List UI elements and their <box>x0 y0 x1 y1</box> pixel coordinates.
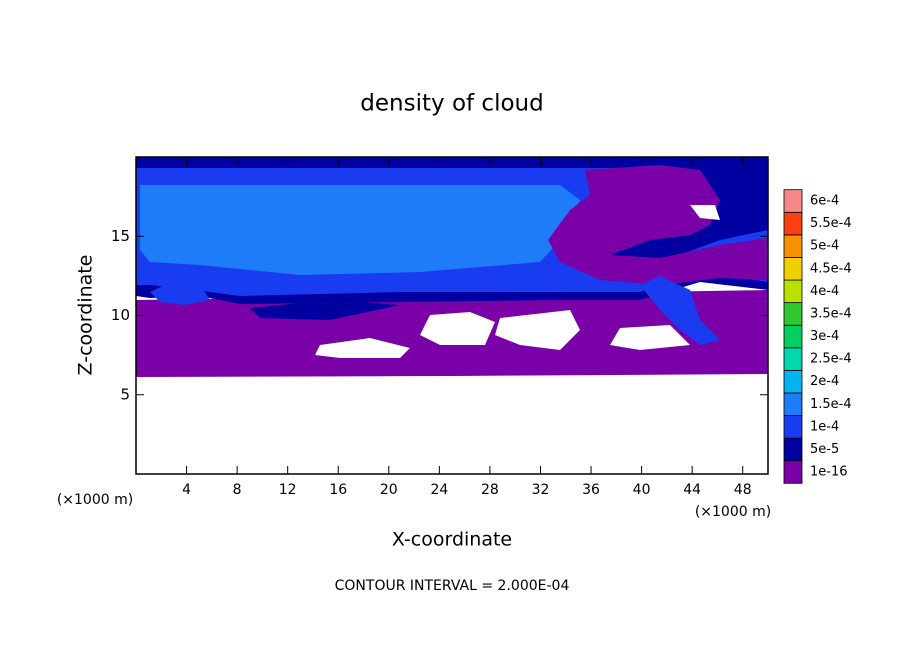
annotation: CONTOUR INTERVAL = 2.000E-04 <box>335 578 570 594</box>
x-tick-label: 24 <box>430 482 448 498</box>
x-tick-label: 28 <box>481 482 499 498</box>
contour-region <box>250 300 400 320</box>
x-tick-label: 40 <box>633 482 651 498</box>
colorbar-label: 5.5e-4 <box>810 216 852 231</box>
contour-region <box>150 280 210 305</box>
colorbar-label: 6e-4 <box>810 194 839 209</box>
x-unit-label: (×1000 m) <box>695 504 771 520</box>
colorbar-box <box>783 392 803 416</box>
colorbar-box <box>783 369 803 394</box>
y-tick-label: 5 <box>120 385 130 403</box>
colorbar-box <box>783 257 803 281</box>
y-axis-label: Z-coordinate <box>75 255 97 376</box>
colorbar-box <box>783 460 803 484</box>
x-tick-label: 36 <box>582 482 600 498</box>
x-tick-label: 20 <box>380 482 398 498</box>
colorbar-box <box>783 211 803 236</box>
x-tick-label: 32 <box>532 482 550 498</box>
colorbar-box <box>783 234 803 258</box>
y-tick-label: 15 <box>111 227 130 245</box>
colorbar-box <box>783 302 803 326</box>
contour-region <box>640 276 720 345</box>
colorbar-label: 1e-16 <box>810 465 848 480</box>
colorbar-box <box>783 347 803 371</box>
y-unit-label: (×1000 m) <box>57 492 133 508</box>
colorbar-box <box>783 324 803 349</box>
x-axis-label: X-coordinate <box>392 529 512 551</box>
colorbar-box <box>783 437 803 462</box>
x-tick-label: 8 <box>233 482 242 498</box>
colorbar-label: 4e-4 <box>810 284 839 299</box>
colorbar-label: 3e-4 <box>810 329 839 344</box>
x-tick-label: 16 <box>329 482 347 498</box>
x-tick-label: 12 <box>279 482 297 498</box>
contour-region <box>140 185 580 275</box>
colorbar-label: 5e-4 <box>810 239 839 254</box>
x-tick-label: 4 <box>182 482 191 498</box>
x-tick-label: 44 <box>683 482 701 498</box>
colorbar-label: 2.5e-4 <box>810 352 852 367</box>
colorbar-label: 3.5e-4 <box>810 306 852 321</box>
y-tick-label: 10 <box>111 306 130 324</box>
colorbar-label: 1e-4 <box>810 419 839 434</box>
colorbar-box <box>783 415 803 439</box>
colorbar-label: 2e-4 <box>810 374 839 389</box>
contour-field <box>136 157 768 474</box>
x-tick-label: 48 <box>734 482 752 498</box>
contour-region <box>548 165 768 285</box>
colorbar-box <box>783 279 803 304</box>
colorbar-box <box>783 189 803 213</box>
colorbar-label: 4.5e-4 <box>810 261 852 276</box>
chart-title: density of cloud <box>360 91 543 117</box>
colorbar-label: 5e-5 <box>810 442 839 457</box>
colorbar-label: 1.5e-4 <box>810 397 852 412</box>
